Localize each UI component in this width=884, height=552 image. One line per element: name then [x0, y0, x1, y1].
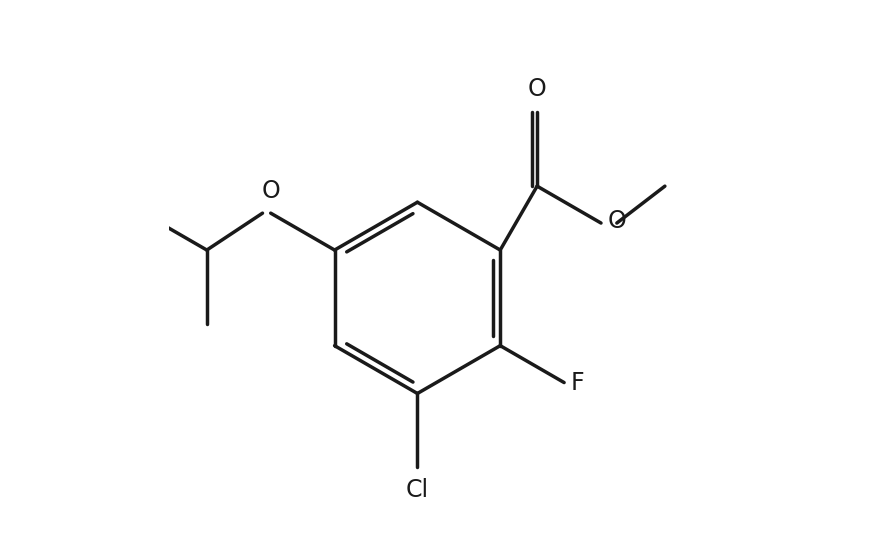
Text: O: O: [262, 179, 280, 203]
Text: O: O: [607, 209, 626, 233]
Text: F: F: [571, 370, 584, 395]
Text: Cl: Cl: [406, 478, 429, 502]
Text: O: O: [528, 77, 546, 102]
